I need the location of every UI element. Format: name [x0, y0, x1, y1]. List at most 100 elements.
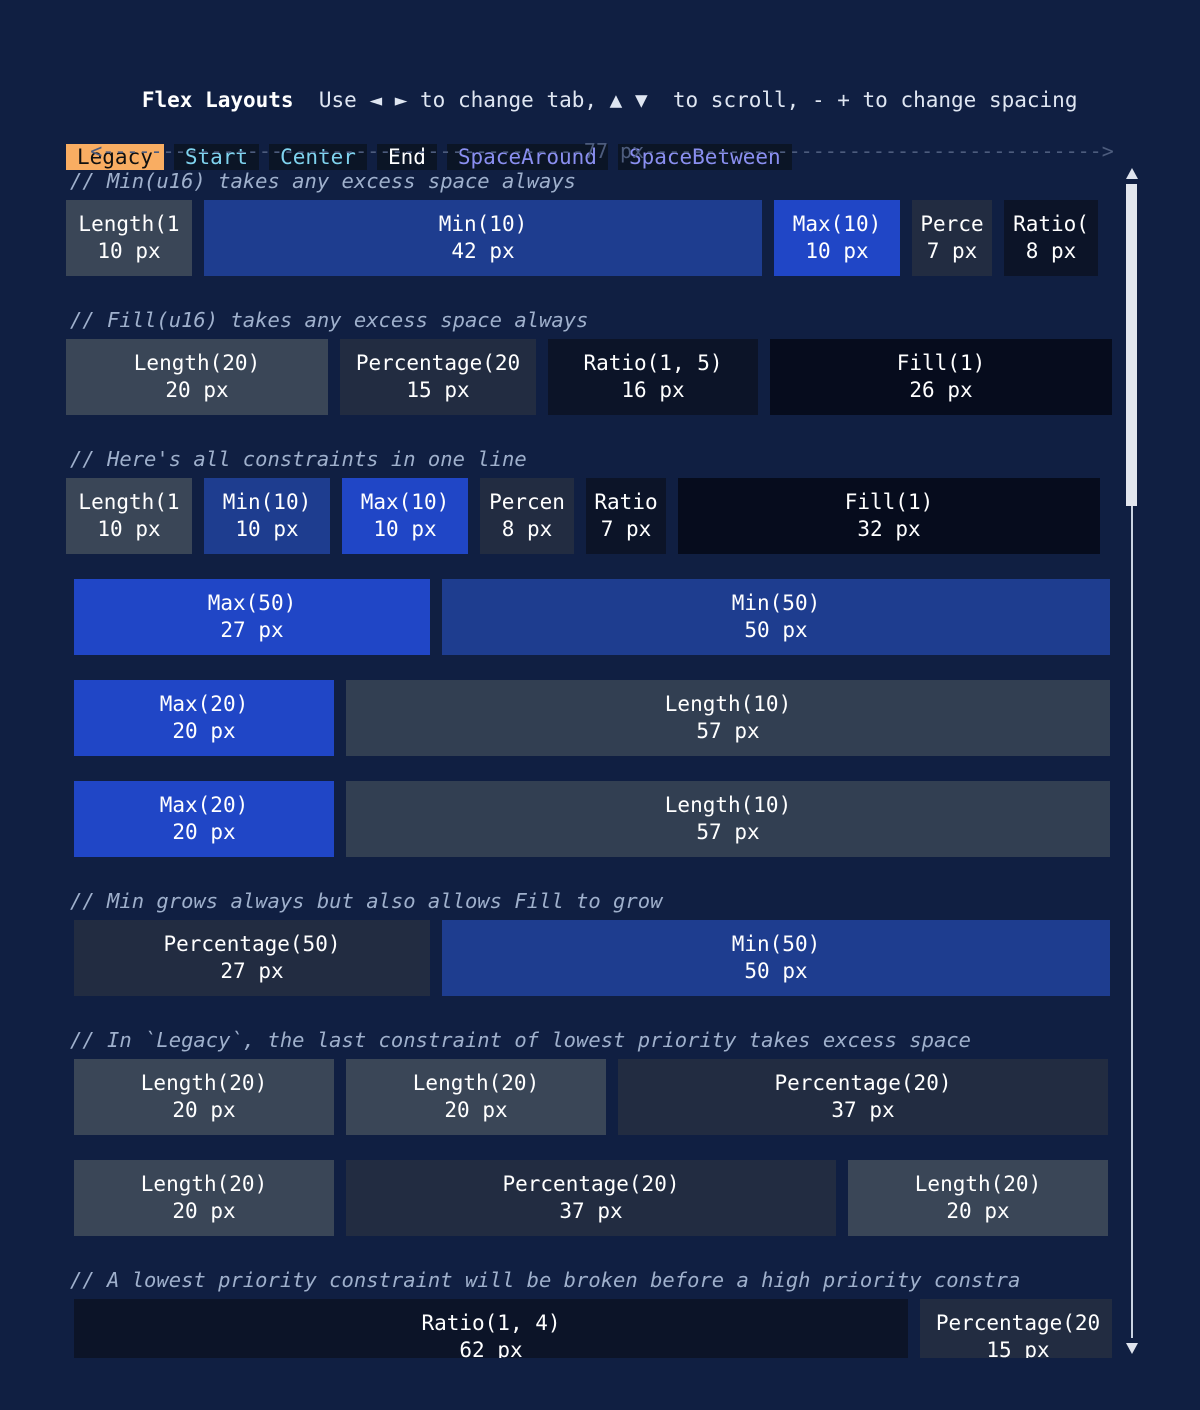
constraint-label: Percentage(20): [502, 1172, 680, 1196]
constraint-size: 32 px: [857, 517, 921, 541]
constraint-row: Ratio(1, 4) 62 px Percentage(20 15 px: [74, 1299, 1112, 1358]
constraint-size: 8 px: [501, 517, 553, 541]
constraint-row: Max(50) 27 px Min(50) 50 px: [74, 579, 1112, 655]
constraint-cell-ratio: Ratio 7 px: [586, 478, 666, 554]
constraint-cell-ratio: Ratio(1, 5) 16 px: [548, 339, 758, 415]
constraint-cell-percentage: Percen 8 px: [480, 478, 574, 554]
header-title-line: Flex Layouts Use ◄ ► to change tab, ▲ ▼ …: [66, 58, 1134, 142]
tab-start[interactable]: Start: [173, 144, 260, 170]
constraint-label: Max(10): [792, 212, 882, 236]
constraint-label: Min(50): [731, 932, 821, 956]
tab-bar[interactable]: Legacy Start Center End SpaceAround SpaceBetw…: [66, 144, 1134, 170]
triangle-down-icon[interactable]: [1124, 1340, 1140, 1356]
constraint-size: 37 px: [831, 1098, 895, 1122]
cell-gap: [758, 339, 770, 415]
constraint-size: 37 px: [559, 1199, 623, 1223]
comment-line: // Here's all constraints in one line: [70, 447, 527, 471]
cell-gap: [908, 1299, 920, 1358]
constraint-size: 20 px: [165, 378, 229, 402]
constraint-row: Max(20) 20 px Length(10) 57 px: [74, 781, 1112, 857]
constraint-label: Ratio: [594, 490, 658, 514]
constraint-label: Length(1: [78, 490, 180, 514]
tab-spacearound[interactable]: SpaceAround: [446, 144, 608, 170]
constraint-size: 62 px: [459, 1338, 523, 1358]
constraint-cell-length-alt: Length(10) 57 px: [346, 781, 1110, 857]
constraint-row: Max(20) 20 px Length(10) 57 px: [74, 680, 1112, 756]
constraint-row: Length(20) 20 px Percentage(20) 37 px Length…: [74, 1160, 1112, 1236]
constraint-size: 50 px: [744, 618, 808, 642]
cell-gap: [836, 1160, 848, 1236]
tab-spacebetween[interactable]: SpaceBetween: [617, 144, 792, 170]
constraint-cell-min: Min(50) 50 px: [442, 579, 1110, 655]
constraint-label: Length(20): [914, 1172, 1042, 1196]
constraint-label: Fill(1): [896, 351, 986, 375]
vertical-scrollbar[interactable]: [1124, 166, 1140, 1356]
cell-gap: [328, 339, 340, 415]
constraint-cell-min: Min(10) 42 px: [204, 200, 762, 276]
constraint-row: Length(20) 20 px Percentage(20 15 px Ratio(1…: [66, 339, 1112, 415]
comment-line: // Min grows always but also allows Fill…: [70, 889, 663, 913]
constraint-cell-max: Max(20) 20 px: [74, 781, 334, 857]
cell-gap: [536, 339, 548, 415]
tab-end[interactable]: End: [376, 144, 437, 170]
cell-gap: [334, 680, 346, 756]
constraint-cell-length: Length(1 10 px: [66, 200, 192, 276]
constraint-label: Percentage(50): [163, 932, 341, 956]
constraint-label: Min(50): [731, 591, 821, 615]
constraint-label: Length(20): [140, 1172, 268, 1196]
comment-line: // In `Legacy`, the last constraint of l…: [70, 1028, 971, 1052]
constraint-row: Percentage(50) 27 px Min(50) 50 px: [74, 920, 1112, 996]
constraint-label: Max(20): [159, 793, 249, 817]
scrollbar-thumb[interactable]: [1126, 184, 1137, 506]
keyboard-hint: Use ◄ ► to change tab, ▲ ▼ to scroll, - …: [318, 88, 1078, 112]
constraint-cell-max: Max(50) 27 px: [74, 579, 430, 655]
constraint-cell-length: Length(1 10 px: [66, 478, 192, 554]
layout-demo-list: // Min(u16) takes any excess space alway…: [66, 162, 1112, 1358]
constraint-cell-max: Max(20) 20 px: [74, 680, 334, 756]
constraint-cell-percentage: Percentage(20) 37 px: [346, 1160, 836, 1236]
constraint-cell-fill: Fill(1) 26 px: [770, 339, 1112, 415]
cell-gap: [430, 920, 442, 996]
constraint-row: Length(1 10 px Min(10) 10 px Max(10) 10 px Per…: [66, 478, 1112, 554]
constraint-size: 20 px: [172, 820, 236, 844]
constraint-size: 10 px: [97, 517, 161, 541]
constraint-label: Percentage(20: [935, 1311, 1101, 1335]
constraint-cell-fill: Fill(1) 32 px: [678, 478, 1100, 554]
constraint-label: Percentage(20: [355, 351, 521, 375]
constraint-size: 15 px: [986, 1338, 1050, 1358]
constraint-label: Ratio(: [1013, 212, 1089, 236]
constraint-label: Ratio(1, 4): [421, 1311, 561, 1335]
cell-gap: [606, 1059, 618, 1135]
constraint-size: 50 px: [744, 959, 808, 983]
cell-gap: [574, 478, 586, 554]
tab-center[interactable]: Center: [269, 144, 367, 170]
constraint-label: Min(10): [222, 490, 312, 514]
cell-gap: [900, 200, 912, 276]
constraint-label: Length(10): [664, 692, 792, 716]
constraint-size: 20 px: [172, 1098, 236, 1122]
width-ruler: <---------------------------------------…: [90, 139, 1114, 163]
constraint-label: Percentage(20): [774, 1071, 952, 1095]
constraint-size: 15 px: [406, 378, 470, 402]
comment-line: // A lowest priority constraint will be …: [70, 1268, 1021, 1292]
constraint-label: Max(10): [360, 490, 450, 514]
cell-gap: [666, 478, 678, 554]
constraint-size: 20 px: [444, 1098, 508, 1122]
constraint-size: 20 px: [946, 1199, 1010, 1223]
constraint-size: 57 px: [696, 820, 760, 844]
triangle-up-icon[interactable]: [1124, 166, 1140, 182]
constraint-size: 7 px: [600, 517, 652, 541]
scrollbar-track[interactable]: [1130, 184, 1134, 1338]
constraint-cell-length: Length(20) 20 px: [848, 1160, 1108, 1236]
constraint-size: 10 px: [97, 239, 161, 263]
constraint-cell-ratio: Ratio(1, 4) 62 px: [74, 1299, 908, 1358]
constraint-cell-percentage: Perce 7 px: [912, 200, 992, 276]
constraint-size: 8 px: [1025, 239, 1077, 263]
page-title: Flex Layouts: [141, 88, 294, 112]
cell-gap: [192, 200, 204, 276]
constraint-cell-percentage: Percentage(20 15 px: [340, 339, 536, 415]
tab-legacy[interactable]: Legacy: [66, 144, 164, 170]
constraint-size: 16 px: [621, 378, 685, 402]
constraint-size: 7 px: [926, 239, 978, 263]
